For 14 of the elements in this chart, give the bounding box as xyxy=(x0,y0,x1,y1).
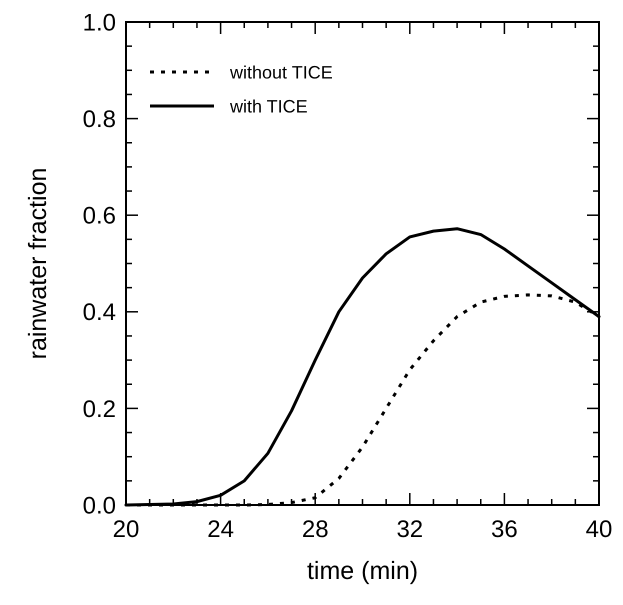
x-tick-label: 24 xyxy=(207,516,234,543)
y-tick-label: 0.4 xyxy=(82,299,116,326)
x-tick-label: 36 xyxy=(491,516,518,543)
y-tick-label: 1.0 xyxy=(82,9,116,36)
y-tick-label: 0.8 xyxy=(82,106,116,133)
x-axis-title: time (min) xyxy=(306,557,418,585)
x-tick-label: 28 xyxy=(302,516,329,543)
legend-label: without TICE xyxy=(229,62,333,82)
x-tick-label: 40 xyxy=(586,516,612,543)
x-tick-label: 32 xyxy=(396,516,424,543)
legend-label: with TICE xyxy=(229,96,308,116)
y-tick-label: 0.6 xyxy=(82,202,116,230)
y-tick-label: 0.2 xyxy=(82,396,116,423)
y-axis-title: rainwater fraction xyxy=(24,168,52,360)
